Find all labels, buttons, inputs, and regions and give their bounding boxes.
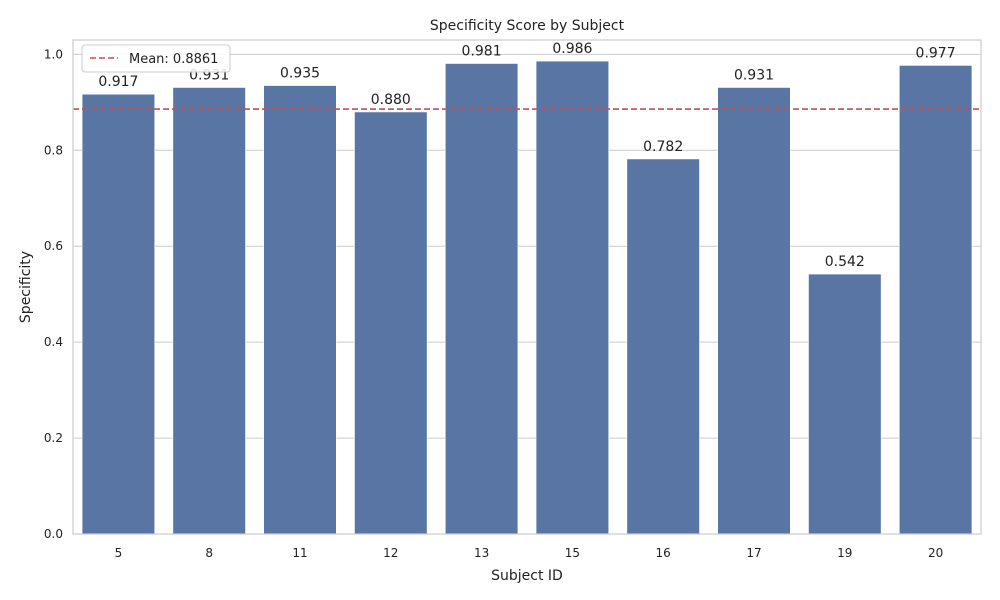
legend-box — [81, 44, 231, 73]
bar-value-label: 0.782 — [643, 139, 683, 155]
y-tick-label: 1.0 — [44, 47, 63, 61]
y-tick-label: 0.2 — [44, 431, 63, 445]
bar-value-label: 0.542 — [825, 254, 865, 270]
bar — [535, 60, 610, 535]
bars — [81, 60, 973, 535]
bar-value-label: 0.917 — [98, 74, 138, 90]
x-tick-label: 11 — [292, 546, 307, 560]
bar — [808, 273, 882, 535]
x-tick-label: 16 — [656, 546, 671, 560]
chart-title: Specificity Score by Subject — [430, 18, 625, 34]
plot-frame — [72, 39, 982, 535]
bar — [626, 158, 700, 535]
y-tick-labels: 0.0 0.2 0.4 0.6 0.8 1.0 — [44, 47, 63, 541]
y-tick-label: 0.4 — [44, 335, 63, 349]
legend-mean-label: Mean: 0.8861 — [129, 52, 218, 67]
bar — [717, 87, 791, 535]
bar — [898, 65, 973, 535]
bar — [444, 63, 519, 535]
x-tick-label: 17 — [746, 546, 761, 560]
legend: Mean: 0.8861 — [81, 44, 231, 73]
y-tick-label: 0.6 — [44, 239, 63, 253]
bar — [263, 85, 337, 535]
x-tick-label: 12 — [383, 546, 398, 560]
bar-value-label: 0.977 — [916, 45, 956, 61]
bar-value-label: 0.935 — [280, 66, 320, 82]
bar-value-label: 0.931 — [734, 67, 774, 83]
x-tick-label: 13 — [474, 546, 489, 560]
bar-value-label: 0.981 — [462, 44, 502, 60]
x-tick-label: 5 — [115, 546, 123, 560]
x-tick-label: 8 — [205, 546, 213, 560]
y-axis-label: Specificity — [18, 251, 34, 323]
x-tick-label: 20 — [928, 546, 943, 560]
bar — [81, 93, 156, 535]
x-tick-label: 19 — [837, 546, 852, 560]
bar-value-label: 0.880 — [371, 92, 411, 108]
bar — [172, 87, 246, 535]
x-tick-label: 15 — [565, 546, 580, 560]
x-tick-labels: 5 8 11 12 13 15 16 17 19 20 — [115, 546, 944, 560]
y-tick-label: 0.8 — [44, 143, 63, 157]
x-axis-label: Subject ID — [491, 568, 563, 584]
bar-value-label: 0.986 — [552, 41, 592, 57]
y-tick-label: 0.0 — [44, 527, 63, 541]
bar — [354, 111, 428, 535]
